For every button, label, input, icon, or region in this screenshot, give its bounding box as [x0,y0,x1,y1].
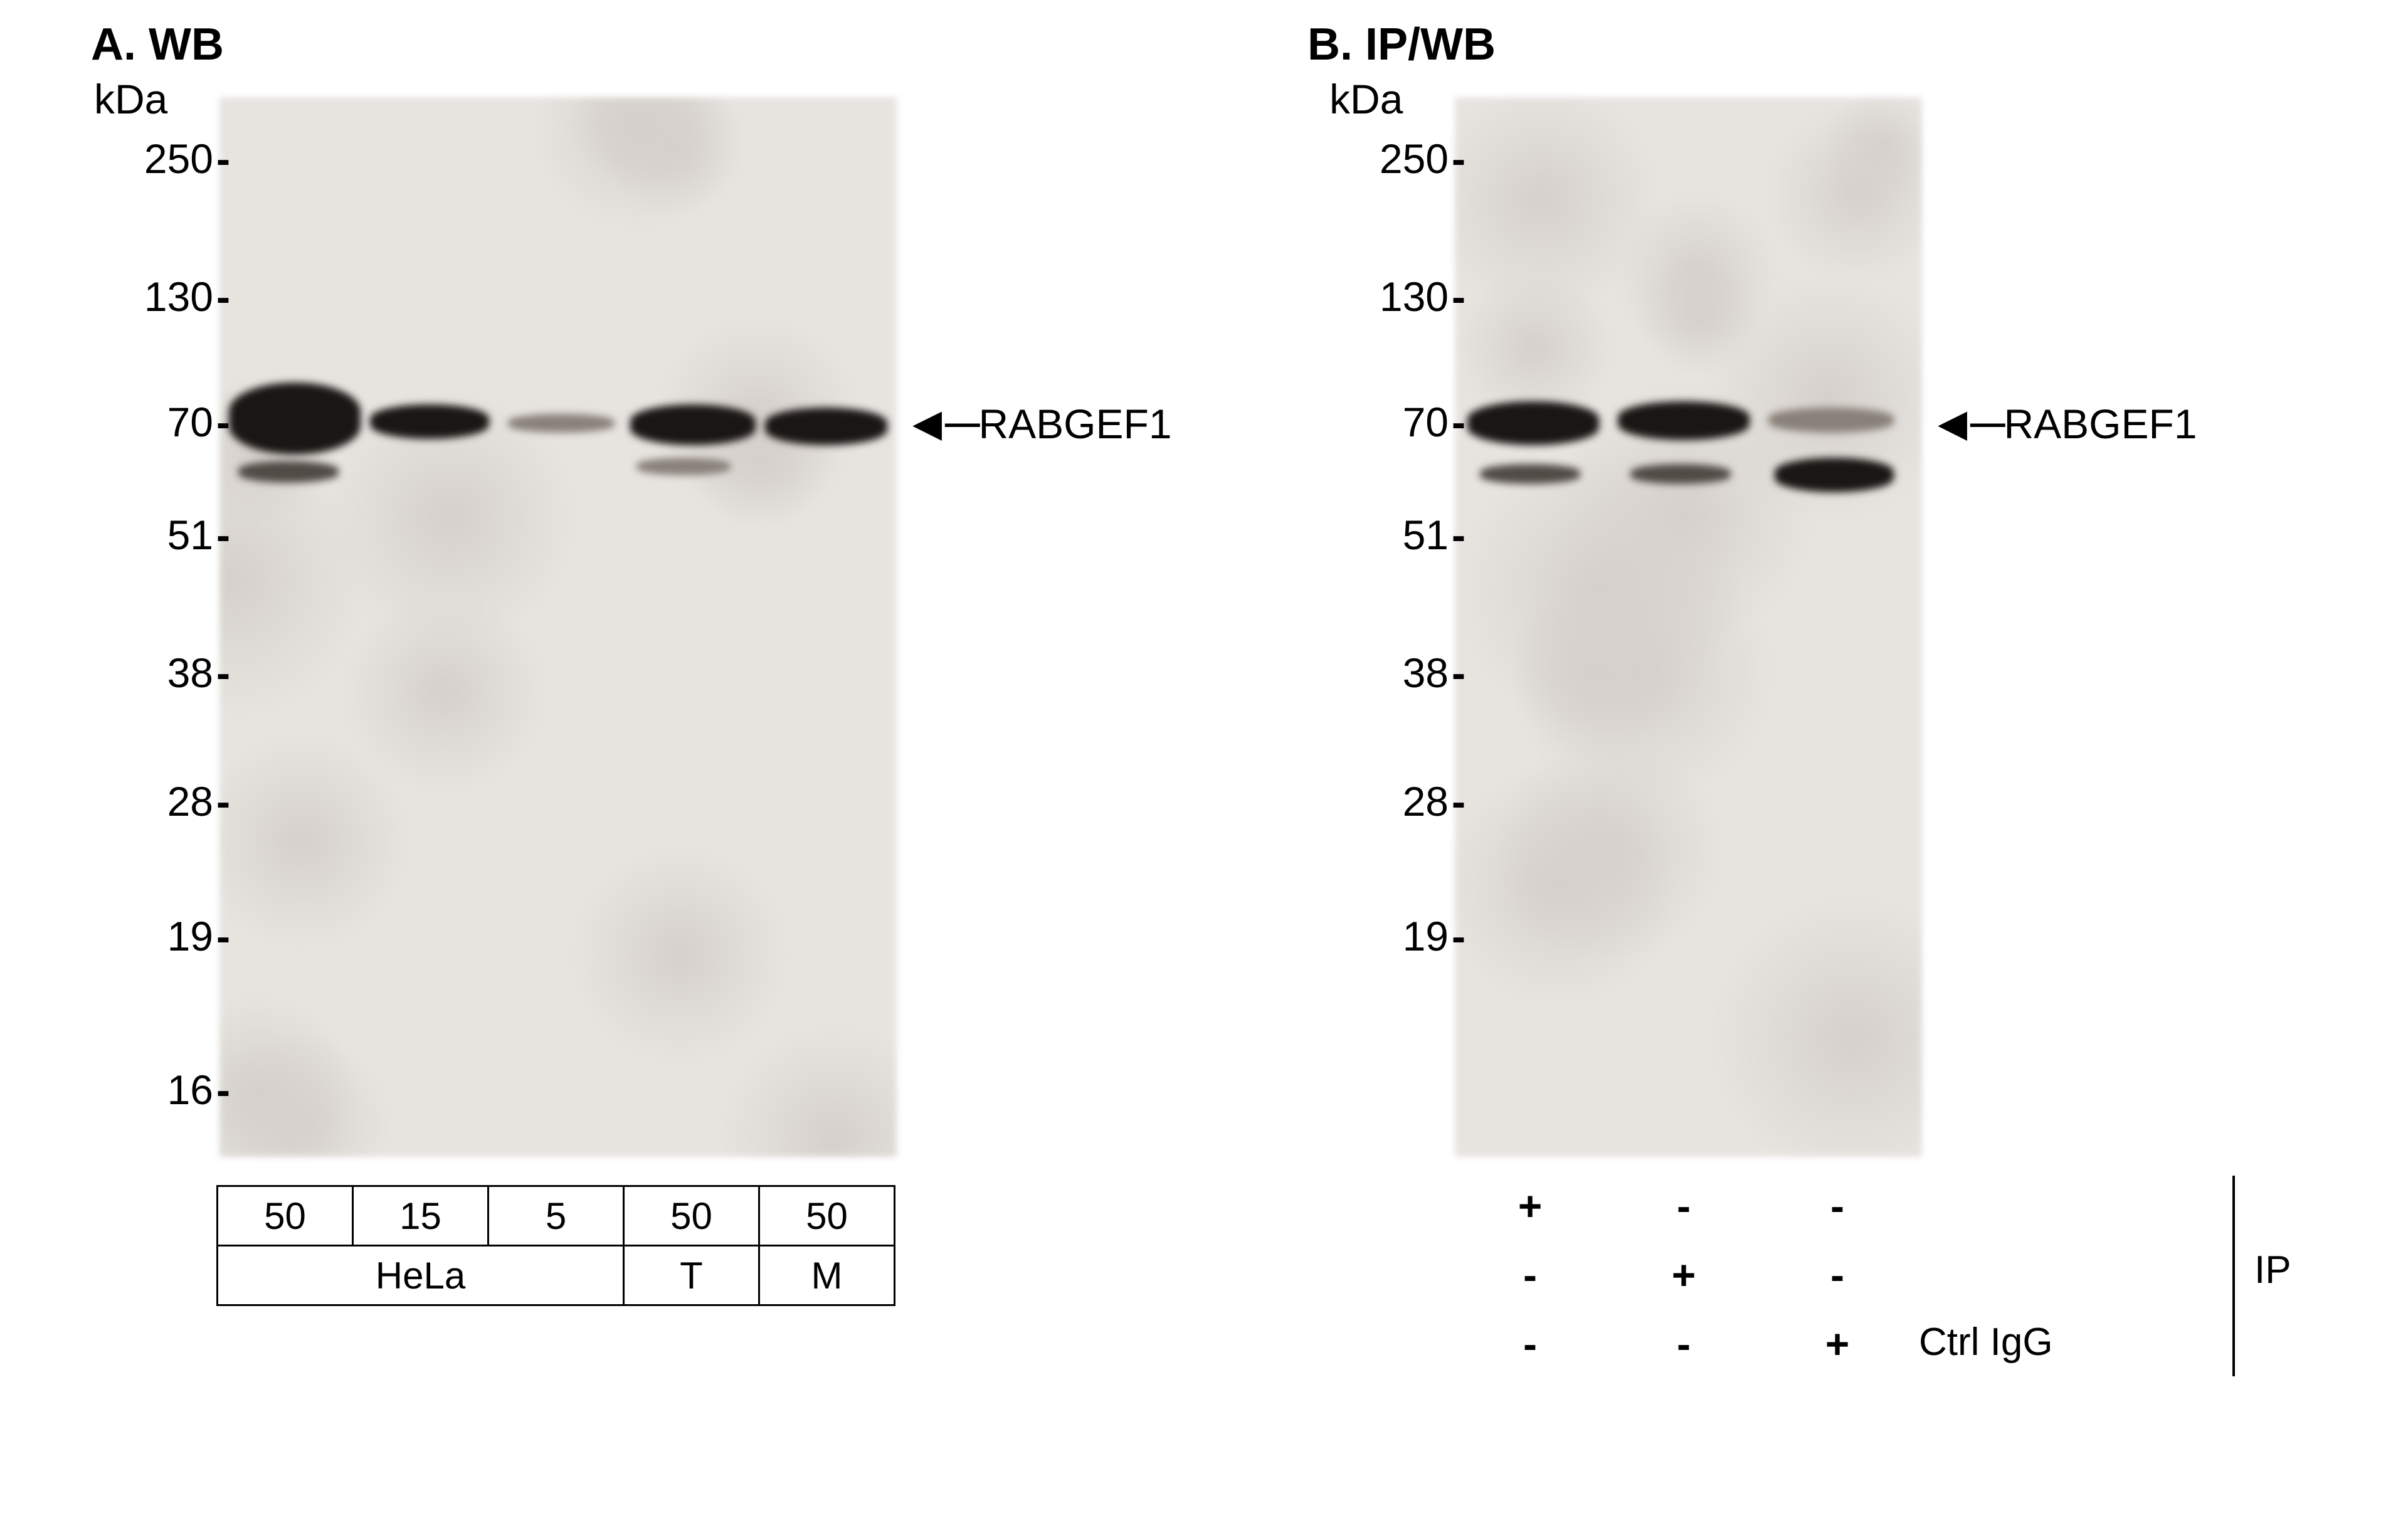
mw-tick-label: 38 [1348,649,1449,697]
lane-sample-cell: M [759,1246,895,1305]
mw-tick-label: 250 [113,135,213,182]
ip-bracket-line [2232,1176,2235,1376]
panel-a-title: A. WB [91,19,224,70]
arrow-icon: ◄─ [903,395,973,452]
ctrl-igg-label: Ctrl IgG [1919,1320,2053,1364]
band [1467,401,1599,445]
mw-tick-dash: - [216,649,230,697]
panel-b-blot [1455,97,1922,1157]
mw-tick-label: 16 [113,1066,213,1114]
pm-cell: - [1511,1251,1549,1299]
band [508,414,615,433]
pm-cell: - [1665,1320,1703,1368]
mw-tick-dash: - [1452,135,1465,182]
band [238,461,339,483]
lane-load-cell: 50 [759,1186,895,1246]
band [229,382,361,455]
band [630,404,756,445]
mw-tick-label: 28 [1348,777,1449,825]
mw-tick-dash: - [1452,912,1465,960]
mw-tick-dash: - [216,398,230,446]
lane-load-cell: 50 [624,1186,759,1246]
lane-sample-cell: HeLa [218,1246,624,1305]
mw-tick-label: 70 [113,398,213,446]
mw-tick-label: 19 [113,912,213,960]
pm-cell: + [1819,1320,1856,1368]
panel-b-title: B. IP/WB [1307,19,1496,70]
band [1775,458,1894,492]
mw-tick-label: 130 [1348,273,1449,320]
pm-cell: + [1511,1182,1549,1230]
mw-tick-label: 28 [113,777,213,825]
pm-cell: - [1665,1182,1703,1230]
mw-tick-dash: - [1452,511,1465,559]
lane-load-cell: 15 [353,1186,488,1246]
band [636,458,731,475]
panel-b-arrow-label: ◄─ RABGEF1 [1928,395,2197,452]
pm-cell: - [1511,1320,1549,1368]
panel-b-kda: kDa [1329,75,1403,123]
mw-tick-label: 19 [1348,912,1449,960]
mw-tick-label: 38 [113,649,213,697]
mw-tick-dash: - [216,273,230,320]
panel-a-protein-label: RABGEF1 [978,400,1171,448]
lane-load-cell: 50 [218,1186,353,1246]
panel-a-blot [219,97,897,1157]
band [1630,464,1731,484]
mw-tick-label: 51 [113,511,213,559]
lane-load-cell: 5 [488,1186,624,1246]
band [1480,464,1580,484]
mw-tick-label: 250 [1348,135,1449,182]
band [1768,408,1894,433]
mw-tick-dash: - [1452,398,1465,446]
panel-a-kda: kDa [94,75,167,123]
mw-tick-label: 70 [1348,398,1449,446]
band [1618,401,1750,440]
panel-b-protein-label: RABGEF1 [2004,400,2197,448]
ip-label: IP [2254,1248,2291,1292]
mw-tick-dash: - [1452,649,1465,697]
band [765,408,887,445]
mw-tick-dash: - [1452,273,1465,320]
lane-sample-cell: T [624,1246,759,1305]
pm-cell: + [1665,1251,1703,1299]
mw-tick-dash: - [216,912,230,960]
mw-tick-label: 130 [113,273,213,320]
arrow-icon: ◄─ [1928,395,1999,452]
panel-a-arrow-label: ◄─ RABGEF1 [903,395,1172,452]
panel-a-lane-table: 501555050HeLaTM [216,1185,895,1306]
mw-tick-dash: - [1452,777,1465,825]
mw-tick-label: 51 [1348,511,1449,559]
mw-tick-dash: - [216,511,230,559]
mw-tick-dash: - [216,777,230,825]
mw-tick-dash: - [216,135,230,182]
pm-cell: - [1819,1182,1856,1230]
mw-tick-dash: - [216,1066,230,1114]
band [370,404,489,439]
pm-cell: - [1819,1251,1856,1299]
